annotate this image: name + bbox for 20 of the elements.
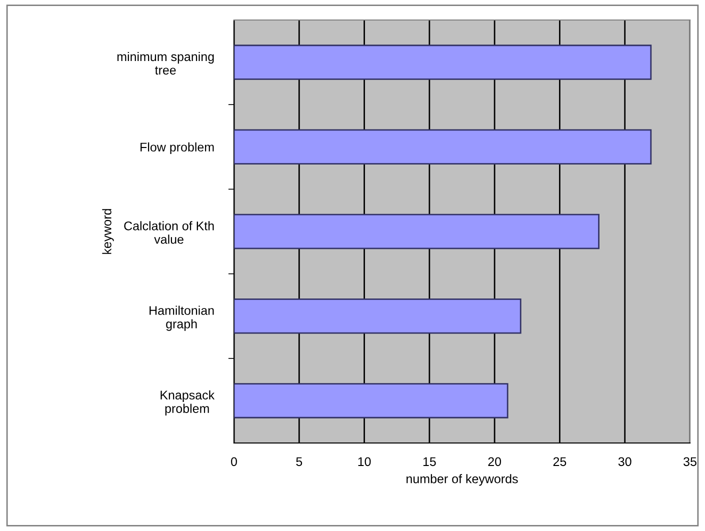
bar: [234, 214, 600, 250]
y-tick-label: Flow problem: [140, 142, 214, 154]
x-tick-label: 15: [423, 457, 436, 466]
x-tick-label: 0: [231, 457, 237, 466]
bar: [234, 129, 652, 165]
y-tick-label: minimum spaning tree: [117, 52, 214, 75]
x-axis-title: number of keywords: [406, 474, 518, 486]
bar: [234, 298, 522, 334]
y-tick-label: Hamiltonian graph: [150, 306, 214, 331]
y-axis-title: keyword: [102, 209, 114, 254]
x-tick-label: 20: [488, 457, 502, 466]
y-tick-label: Knapsack problem: [160, 390, 215, 416]
y-tick-label: Calclation of Kth value: [124, 221, 214, 244]
x-tick-label: 25: [553, 457, 566, 466]
x-tick-label: 5: [296, 457, 302, 466]
x-tick-label: 30: [618, 457, 632, 466]
bar: [234, 44, 652, 80]
bar: [234, 383, 508, 418]
x-tick-label: 10: [358, 457, 371, 466]
x-tick-label: 35: [684, 457, 696, 466]
